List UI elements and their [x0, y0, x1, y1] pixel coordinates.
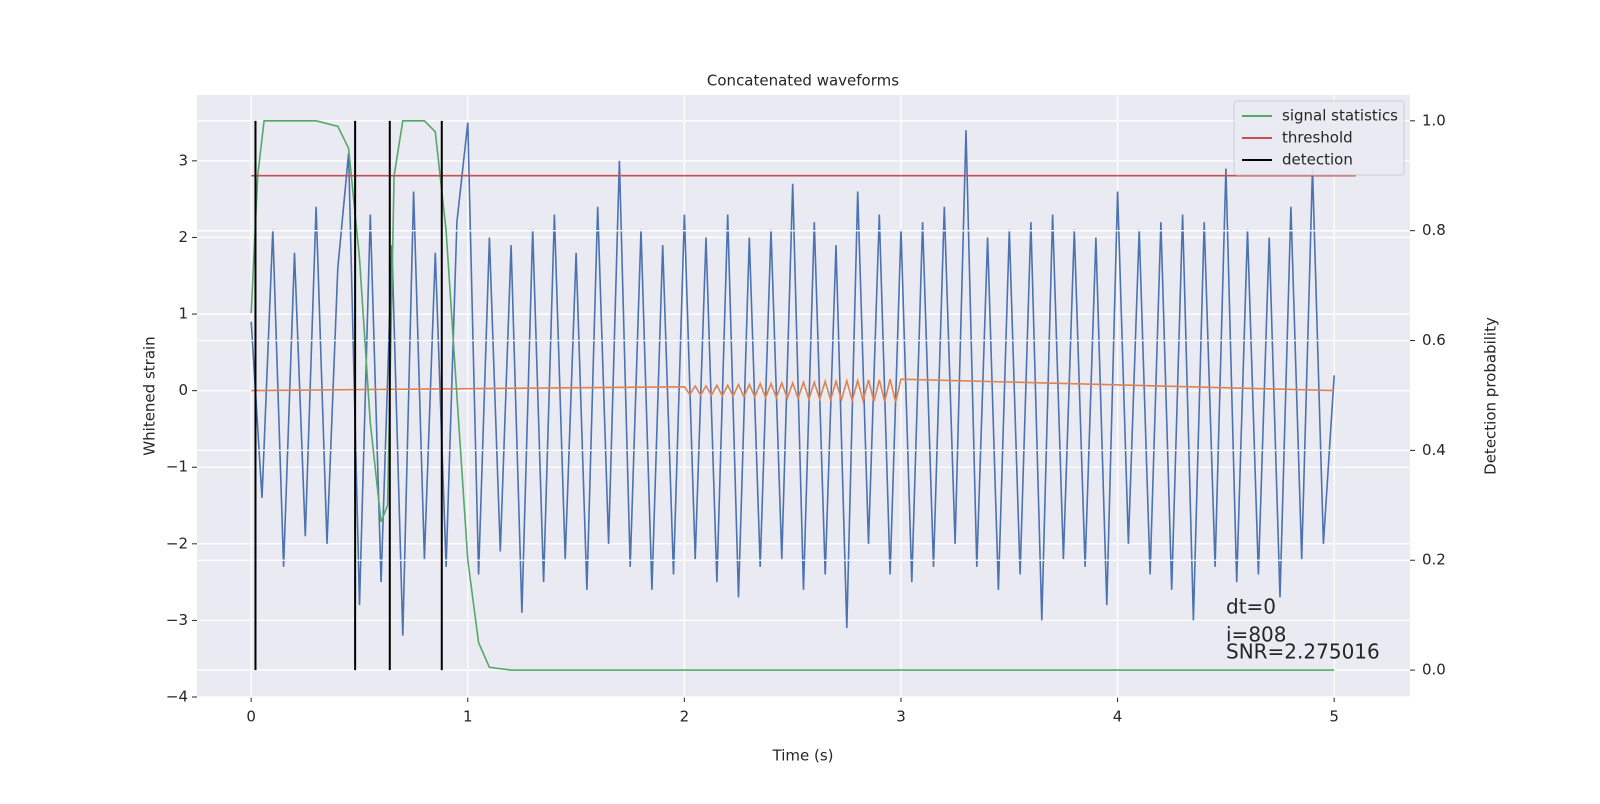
legend-label: detection — [1282, 151, 1353, 169]
y-tick-label: −1 — [166, 458, 188, 476]
annotation: dt=0 — [1226, 595, 1276, 619]
x-tick-label: 5 — [1329, 708, 1339, 726]
chart-title: Concatenated waveforms — [707, 72, 899, 90]
y2-tick-label: 0.6 — [1422, 331, 1446, 349]
x-axis-label: Time (s) — [772, 747, 834, 765]
plot-background — [197, 95, 1410, 697]
legend-label: signal statistics — [1282, 107, 1398, 125]
series-line — [251, 377, 1335, 404]
y2-tick-label: 0.0 — [1422, 661, 1446, 679]
x-tick-label: 2 — [680, 708, 690, 726]
legend-label: threshold — [1282, 129, 1353, 147]
y2-tick-label: 0.4 — [1422, 441, 1446, 459]
y-tick-label: 3 — [178, 151, 188, 169]
annotation: SNR=2.275016 — [1226, 640, 1380, 664]
y2-tick-label: 0.2 — [1422, 551, 1446, 569]
x-tick-label: 1 — [463, 708, 473, 726]
y2-axis-label: Detection probability — [1482, 317, 1500, 475]
y-tick-label: −4 — [166, 688, 188, 706]
annotation: i=808 — [1226, 623, 1287, 647]
x-tick-label: 3 — [896, 708, 906, 726]
y-axis-label: Whitened strain — [141, 336, 159, 455]
series-line — [250, 122, 1335, 636]
y-tick-label: −2 — [166, 534, 188, 552]
y-tick-label: −3 — [166, 611, 188, 629]
y2-tick-label: 0.8 — [1422, 221, 1446, 239]
y2-tick-label: 1.0 — [1422, 111, 1446, 129]
legend-box — [1233, 100, 1405, 176]
y-tick-label: 0 — [178, 381, 188, 399]
x-tick-label: 0 — [246, 708, 256, 726]
y-tick-label: 1 — [178, 305, 188, 323]
y-tick-label: 2 — [178, 228, 188, 246]
x-tick-label: 4 — [1113, 708, 1123, 726]
series-line — [250, 120, 1335, 671]
